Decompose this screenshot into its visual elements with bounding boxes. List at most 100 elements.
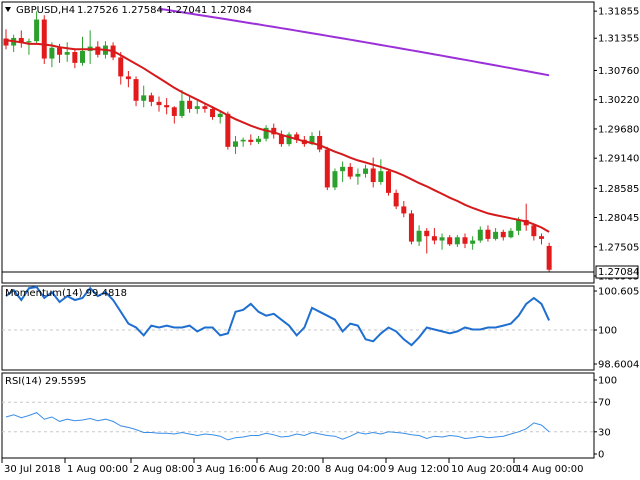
- candle: [324, 146, 330, 191]
- price-tick-label: 1.29140: [598, 154, 639, 165]
- candle: [233, 135, 238, 154]
- candle: [378, 159, 384, 185]
- candle-body: [141, 95, 147, 101]
- price-tick-label: 1.30220: [598, 95, 639, 106]
- candle-body: [370, 168, 376, 183]
- candle-body: [516, 219, 522, 231]
- rsi-y-axis: 100 70 30 0: [2, 376, 617, 461]
- candle: [263, 125, 269, 142]
- time-tick-label: 30 Jul 2018: [4, 464, 61, 475]
- rsi-pane[interactable]: 100 70 30 0 RSI(14) 29.5595: [1, 372, 617, 461]
- candle-body: [439, 237, 445, 241]
- momentum-pane[interactable]: 100.6059 100 98.6004 Momentum(14) 99.4818: [1, 285, 640, 371]
- price-tick-label: 1.31355: [598, 34, 639, 45]
- candle-body: [263, 127, 269, 139]
- rsi-series: [5, 412, 550, 441]
- price-pane[interactable]: 1.31855 1.31355 1.30760 1.30220 1.29680 1.291…: [1, 1, 639, 284]
- candle-body: [156, 101, 162, 106]
- candle-body: [286, 134, 292, 145]
- candle-body: [470, 240, 476, 244]
- candle: [485, 225, 491, 242]
- candle-body: [340, 166, 346, 172]
- candle-body: [424, 230, 430, 237]
- candle: [286, 132, 292, 147]
- candle: [41, 15, 47, 64]
- candle-body: [378, 171, 384, 183]
- candle: [439, 233, 445, 250]
- candle: [493, 228, 499, 241]
- time-tick-label: 6 Aug 20:00: [259, 464, 320, 475]
- rsi-label: RSI(14) 29.5595: [5, 376, 86, 387]
- candle: [240, 137, 246, 147]
- candle-body: [363, 168, 369, 174]
- candle: [454, 235, 460, 248]
- fast-moving-average: [5, 39, 550, 233]
- momentum-series: [5, 285, 551, 347]
- candle-body: [447, 237, 453, 245]
- momentum-tick-label: 100.6059: [598, 287, 640, 298]
- momentum-label: Momentum(14) 99.4818: [5, 288, 127, 299]
- chart-dropdown-icon[interactable]: [5, 7, 11, 12]
- candle: [271, 123, 277, 139]
- symbol-label: GBPUSD,H4: [16, 5, 75, 16]
- time-tick-label: 8 Aug 04:00: [325, 464, 386, 475]
- candle: [431, 228, 437, 245]
- price-tick-label: 1.31855: [598, 7, 639, 18]
- candle-body: [225, 113, 231, 147]
- candle-body: [355, 173, 361, 177]
- candle-body: [49, 47, 55, 59]
- candle: [202, 103, 208, 113]
- candle-body: [271, 127, 277, 135]
- candle-body: [393, 192, 399, 207]
- candle: [347, 163, 353, 180]
- time-tick-label: 10 Aug 20:00: [451, 464, 518, 475]
- candle-body: [164, 105, 170, 108]
- candle-body: [41, 19, 47, 59]
- fast-ma-line: [5, 39, 550, 233]
- time-tick-label: 3 Aug 16:00: [196, 464, 257, 475]
- candle: [125, 70, 131, 88]
- candle-body: [95, 46, 101, 55]
- candle-body: [462, 237, 468, 244]
- candle: [141, 85, 147, 108]
- candle-body: [194, 106, 200, 109]
- price-tick-label: 1.27505: [598, 242, 639, 253]
- candle: [194, 100, 200, 114]
- candle: [187, 95, 193, 113]
- slow-moving-average: [158, 7, 550, 77]
- candle-body: [118, 57, 124, 77]
- current-price-label: 1.27084: [598, 267, 639, 278]
- time-tick-label: 14 Aug 00:00: [516, 464, 583, 475]
- candle: [217, 110, 223, 124]
- current-price-box: [595, 265, 639, 279]
- candle: [156, 96, 162, 112]
- candle-body: [401, 206, 407, 214]
- rsi-tick-label: 70: [598, 398, 611, 409]
- candle: [248, 134, 254, 146]
- candle-body: [477, 229, 483, 241]
- candle: [294, 132, 300, 144]
- candle: [278, 130, 284, 147]
- candle: [340, 161, 346, 183]
- candle-body: [324, 149, 330, 188]
- candle: [18, 30, 24, 48]
- candle: [26, 38, 32, 55]
- candle: [171, 106, 177, 124]
- candle: [416, 225, 422, 246]
- candle-body: [57, 47, 63, 55]
- rsi-line: [5, 412, 550, 441]
- candle: [462, 233, 468, 249]
- candle: [317, 130, 323, 153]
- candle: [500, 229, 506, 241]
- slow-ma-line: [158, 7, 550, 77]
- price-tick-label: 1.28585: [598, 184, 639, 195]
- candle-body: [233, 141, 238, 147]
- candle-body: [294, 134, 300, 140]
- candle-body: [546, 245, 552, 270]
- candle: [408, 210, 414, 245]
- candle: [393, 189, 399, 210]
- candle: [118, 52, 124, 85]
- rsi-tick-label: 0: [598, 450, 604, 461]
- candle-body: [187, 100, 193, 109]
